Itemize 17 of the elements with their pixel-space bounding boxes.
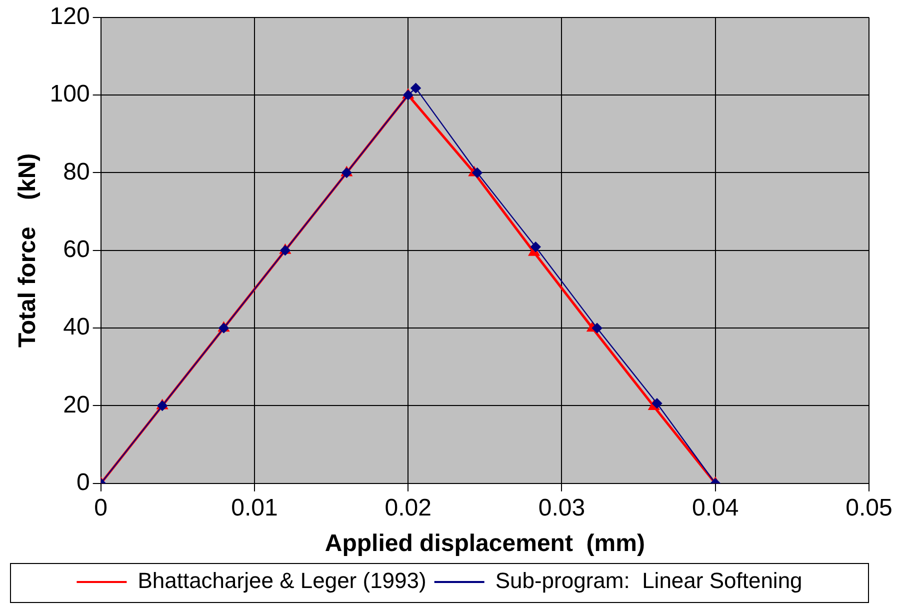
- x-axis-title: Applied displacement (mm): [324, 530, 645, 558]
- legend-label: Sub-program: Linear Softening: [495, 568, 802, 594]
- x-tick-label: 0.05: [846, 494, 892, 522]
- y-tick-label: 40: [63, 314, 90, 341]
- y-tick-label: 60: [63, 236, 90, 264]
- x-tick-label: 0.03: [538, 494, 586, 522]
- y-tick-label: 20: [63, 391, 90, 418]
- y-axis-title: Total force (kN): [14, 153, 42, 348]
- y-tick-label: 0: [76, 469, 90, 496]
- y-tick-label: 80: [63, 158, 90, 186]
- legend-label: Bhattacharjee & Leger (1993): [138, 568, 426, 594]
- y-tick-label: 100: [50, 80, 90, 108]
- x-tick-label: 0.01: [231, 494, 278, 522]
- x-tick-label: 0.02: [384, 494, 432, 522]
- x-tick-label: 0: [94, 494, 108, 522]
- y-tick-label: 120: [50, 3, 90, 30]
- x-tick-label: 0.04: [692, 494, 739, 522]
